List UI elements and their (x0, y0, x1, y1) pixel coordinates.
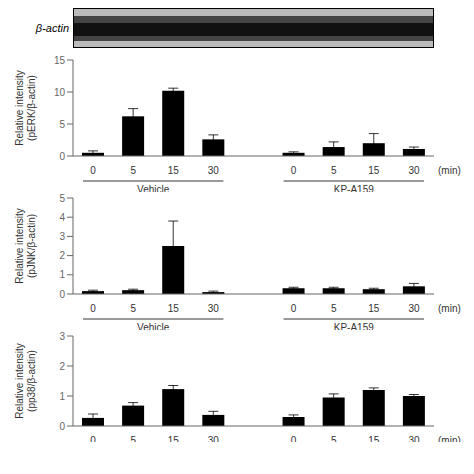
svg-text:0: 0 (59, 289, 65, 300)
svg-text:KP-A159: KP-A159 (334, 184, 374, 192)
svg-text:15: 15 (368, 165, 380, 176)
svg-text:0: 0 (90, 435, 96, 442)
svg-text:30: 30 (408, 435, 420, 442)
svg-text:30: 30 (208, 303, 220, 314)
svg-text:5: 5 (331, 165, 337, 176)
svg-text:(min): (min) (438, 435, 461, 442)
svg-text:0: 0 (59, 151, 65, 162)
svg-text:5: 5 (331, 303, 337, 314)
svg-text:Relative intensity(pJNK/β-acti: Relative intensity(pJNK/β-actin) (14, 208, 37, 284)
svg-text:5: 5 (59, 193, 65, 204)
svg-text:15: 15 (54, 55, 66, 66)
svg-text:3: 3 (59, 331, 65, 342)
svg-text:5: 5 (130, 435, 136, 442)
svg-text:1: 1 (59, 391, 65, 402)
svg-text:Vehicle: Vehicle (137, 322, 170, 330)
svg-text:0: 0 (90, 303, 96, 314)
svg-text:15: 15 (368, 303, 380, 314)
svg-text:15: 15 (168, 165, 180, 176)
svg-text:5: 5 (130, 165, 136, 176)
html-text:β-actin: β-actin (35, 22, 69, 34)
svg-text:15: 15 (168, 435, 180, 442)
svg-text:15: 15 (168, 303, 180, 314)
svg-text:(min): (min) (438, 165, 461, 176)
svg-text:1: 1 (59, 269, 65, 280)
svg-text:30: 30 (208, 435, 220, 442)
svg-text:2: 2 (59, 361, 65, 372)
svg-text:4: 4 (59, 212, 65, 223)
svg-text:5: 5 (331, 435, 337, 442)
svg-text:30: 30 (208, 165, 220, 176)
svg-text:0: 0 (90, 165, 96, 176)
svg-text:0: 0 (291, 165, 297, 176)
svg-text:5: 5 (130, 303, 136, 314)
svg-text:30: 30 (408, 303, 420, 314)
svg-text:Vehicle: Vehicle (137, 184, 170, 192)
svg-text:KP-A159: KP-A159 (334, 322, 374, 330)
svg-text:0: 0 (291, 435, 297, 442)
svg-text:Relative intensity(pp38/β-acti: Relative intensity(pp38/β-actin) (14, 343, 37, 419)
svg-text:0: 0 (291, 303, 297, 314)
svg-text:15: 15 (368, 435, 380, 442)
svg-text:2: 2 (59, 250, 65, 261)
svg-text:5: 5 (59, 119, 65, 130)
svg-text:0: 0 (59, 421, 65, 432)
svg-text:30: 30 (408, 165, 420, 176)
svg-text:3: 3 (59, 231, 65, 242)
svg-text:10: 10 (54, 87, 66, 98)
svg-text:(min): (min) (438, 303, 461, 314)
svg-text:Relative intensity(pERK/β-acti: Relative intensity(pERK/β-actin) (14, 70, 37, 146)
